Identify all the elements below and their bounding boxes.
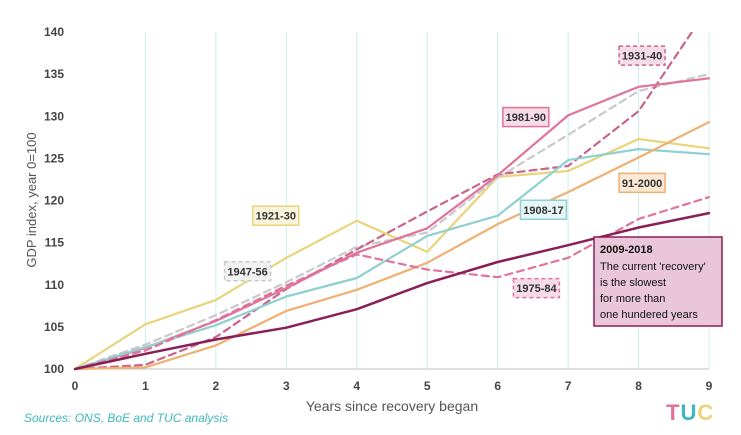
x-tick-4: 4 — [353, 379, 360, 393]
logo-letter-c: C — [697, 400, 715, 425]
y-tick-115: 115 — [45, 236, 65, 250]
y-tick-125: 125 — [44, 151, 64, 165]
series-label-box-1947-56 — [223, 261, 272, 282]
x-tick-8: 8 — [635, 379, 642, 393]
series-line-1975-84 — [73, 196, 711, 371]
x-tick-1: 1 — [142, 379, 149, 393]
y-axis-label: GDP index, year 0=100 — [24, 132, 39, 267]
y-tick-130: 130 — [44, 109, 64, 123]
y-tick-140: 140 — [44, 25, 64, 39]
logo-letter-u: U — [680, 400, 698, 425]
source-note: Sources: ONS, BoE and TUC analysis — [24, 411, 229, 425]
x-tick-0: 0 — [72, 379, 79, 393]
y-tick-105: 105 — [44, 320, 64, 334]
series-label-box-1908-17 — [519, 199, 568, 221]
annotation-line-4: one hundered years — [600, 309, 698, 321]
annotation-line-1: The current 'recovery' — [600, 261, 706, 273]
logo-letter-t: T — [666, 400, 681, 425]
y-tick-100: 100 — [44, 362, 64, 376]
series-label-1947-56: 1947-56 — [227, 266, 267, 278]
x-tick-3: 3 — [283, 379, 290, 393]
vertical-grid — [144, 32, 710, 369]
x-axis-label: Years since recovery began — [306, 398, 478, 414]
series-line-1931-40 — [73, 32, 694, 371]
series-labels: 1921-30 1947-56 1931-40 1981-90 1908-17 91-20… — [223, 45, 666, 299]
y-tick-135: 135 — [44, 67, 64, 81]
tuc-logo: TUC — [666, 400, 714, 426]
x-tick-7: 7 — [565, 379, 572, 393]
x-tick-2: 2 — [213, 379, 220, 393]
series-label-1975-84: 1975-84 — [516, 283, 557, 295]
series-label-1921-30: 1921-30 — [256, 211, 296, 223]
annotation-line-3: for more than — [600, 293, 665, 305]
y-tick-labels: 100 105 110 115 120 125 130 135 140 — [44, 25, 64, 376]
series-label-box-1981-90 — [502, 106, 550, 128]
series-label-box-1921-30 — [252, 205, 300, 226]
series-label-1981-90: 1981-90 — [506, 112, 546, 124]
x-tick-labels: 0 1 2 3 4 5 6 7 8 9 — [72, 379, 713, 393]
x-tick-6: 6 — [494, 379, 501, 393]
annotation-title: 2009-2018 — [600, 244, 653, 256]
series-label-1908-17: 1908-17 — [523, 205, 563, 217]
series-label-box-1975-84 — [512, 277, 561, 299]
series-label-1931-40: 1931-40 — [622, 51, 662, 63]
annotation-line-2: is the slowest — [600, 277, 666, 289]
y-tick-110: 110 — [45, 278, 65, 292]
series-label-box-91-2000 — [618, 172, 666, 194]
series-label-91-2000: 91-2000 — [622, 178, 662, 190]
series-label-box-1931-40 — [618, 45, 666, 66]
series-line-91-2000 — [73, 120, 711, 371]
annotation-box: 2009-2018 The current 'recovery' is the … — [593, 236, 723, 327]
x-tick-5: 5 — [424, 379, 431, 393]
x-tick-9: 9 — [706, 379, 713, 393]
y-tick-120: 120 — [44, 194, 64, 208]
